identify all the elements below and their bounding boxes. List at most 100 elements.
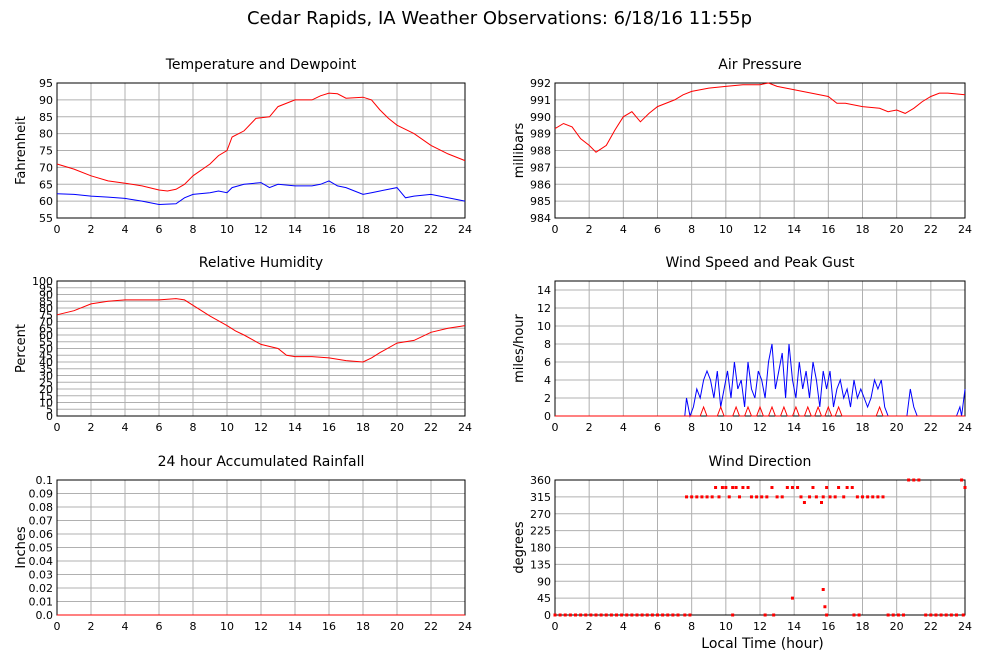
data-point <box>811 486 815 489</box>
x-tick-label: 10 <box>719 223 733 236</box>
x-tick-label: 10 <box>220 421 234 434</box>
y-tick-label: 0.04 <box>29 555 54 568</box>
chart-humidity: 0 2 4 6 8 10 12 14 16 18 20 22 240510152025303540455… <box>14 255 472 434</box>
y-tick-label: 30 <box>39 370 53 383</box>
data-point <box>688 613 692 617</box>
plot-frame <box>554 280 966 417</box>
data-point <box>738 495 741 499</box>
y-tick-label: 40 <box>39 356 53 369</box>
y-tick-label: 95 <box>39 77 53 90</box>
x-tick-label: 24 <box>958 421 972 434</box>
data-point <box>876 495 880 499</box>
data-point <box>808 495 812 499</box>
x-tick-label: 10 <box>220 620 234 633</box>
x-tick-label: 22 <box>924 421 938 434</box>
x-tick-label: 18 <box>356 620 370 633</box>
data-point <box>775 495 779 499</box>
y-tick-label: 0.09 <box>29 488 54 501</box>
data-point <box>666 613 670 617</box>
x-tick-label: 4 <box>620 223 627 236</box>
page-title: Cedar Rapids, IA Weather Observations: 6… <box>246 8 753 29</box>
data-point <box>714 486 718 489</box>
y-tick-label: 35 <box>39 363 53 376</box>
data-point <box>861 495 864 499</box>
data-point <box>852 613 856 617</box>
y-axis-label: Fahrenheit <box>14 116 29 185</box>
y-tick-label: 60 <box>39 329 53 342</box>
y-tick-label: 360 <box>530 474 551 487</box>
data-point <box>825 486 829 489</box>
x-tick-label: 16 <box>821 421 835 434</box>
data-point <box>963 486 967 489</box>
data-point <box>685 495 689 499</box>
data-point <box>790 596 794 600</box>
x-tick-label: 12 <box>753 223 767 236</box>
data-point <box>954 613 958 617</box>
data-point <box>568 613 572 617</box>
data-point <box>845 486 849 489</box>
x-tick-label: 16 <box>821 620 835 633</box>
data-point <box>720 486 724 489</box>
x-tick-label: 6 <box>156 223 163 236</box>
x-tick-label: 12 <box>753 421 767 434</box>
x-tick-label: 14 <box>787 620 801 633</box>
data-point <box>944 613 948 617</box>
data-point <box>924 613 928 617</box>
y-tick-label: 986 <box>530 178 551 191</box>
y-axis-label: miles/hour <box>512 313 527 382</box>
y-tick-label: 55 <box>39 336 53 349</box>
x-tick-label: 8 <box>190 421 197 434</box>
x-tick-label: 4 <box>122 223 129 236</box>
series-line-1 <box>555 405 965 417</box>
x-tick-label: 12 <box>753 620 767 633</box>
x-tick-label: 6 <box>654 620 661 633</box>
chart-title: Temperature and Dewpoint <box>165 57 357 73</box>
y-tick-label: 987 <box>530 161 551 174</box>
x-tick-label: 22 <box>424 223 438 236</box>
data-point <box>837 486 841 489</box>
data-point <box>749 495 753 499</box>
data-point <box>770 486 774 489</box>
chart-temperature: 0 2 4 6 8 10 12 14 16 18 20 22 24556065707580859095T… <box>14 57 472 236</box>
data-point <box>939 613 943 617</box>
data-point <box>821 588 825 591</box>
y-tick-label: 80 <box>39 128 53 141</box>
data-point <box>820 501 823 504</box>
data-point <box>700 495 704 499</box>
data-point <box>594 613 598 617</box>
data-point <box>579 613 583 617</box>
data-point <box>734 486 738 489</box>
x-tick-label: 2 <box>586 620 593 633</box>
data-point <box>960 478 964 482</box>
data-point <box>645 613 649 617</box>
data-point <box>912 478 916 482</box>
data-point <box>780 495 784 499</box>
data-point <box>635 613 639 617</box>
data-point <box>671 613 675 617</box>
x-tick-label: 20 <box>390 421 404 434</box>
x-tick-label: 22 <box>924 620 938 633</box>
x-tick-label: 4 <box>122 620 129 633</box>
y-tick-label: 80 <box>39 302 53 315</box>
x-tick-label: 6 <box>654 223 661 236</box>
x-tick-label: 16 <box>322 421 336 434</box>
y-tick-label: 50 <box>39 343 53 356</box>
x-tick-label: 24 <box>958 620 972 633</box>
data-point <box>907 478 911 482</box>
data-point <box>828 495 832 499</box>
y-tick-label: 225 <box>530 525 551 538</box>
y-tick-label: 65 <box>39 322 53 335</box>
y-axis-label: Percent <box>14 324 29 373</box>
y-tick-label: 65 <box>39 178 53 191</box>
data-point <box>741 486 745 489</box>
data-point <box>886 613 890 617</box>
y-tick-label: 991 <box>530 94 551 107</box>
data-point <box>823 605 827 609</box>
x-tick-label: 18 <box>356 421 370 434</box>
y-tick-label: 10 <box>39 397 53 410</box>
data-point <box>799 495 803 499</box>
x-tick-label: 22 <box>924 223 938 236</box>
x-tick-label: 14 <box>288 223 302 236</box>
y-tick-label: 0.02 <box>29 582 54 595</box>
